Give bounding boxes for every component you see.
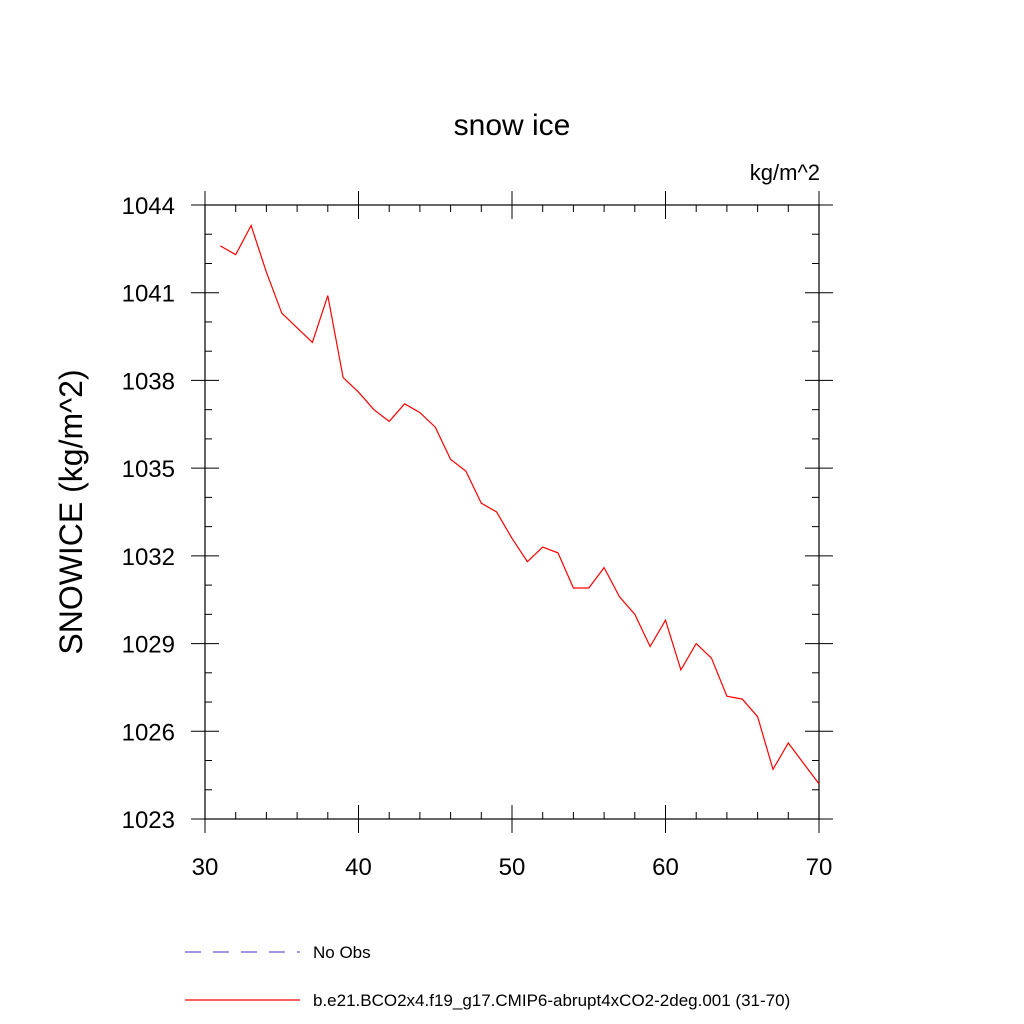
x-tick-label: 30 (192, 854, 219, 881)
x-tick-label: 40 (345, 854, 372, 881)
x-tick-label: 60 (652, 854, 679, 881)
x-tick-label: 70 (806, 854, 833, 881)
series-layer (220, 223, 820, 785)
chart-title: snow ice (454, 109, 571, 142)
y-tick-label: 1029 (122, 632, 175, 659)
y-tick-label: 1023 (122, 807, 175, 834)
units-label: kg/m^2 (750, 160, 820, 185)
y-tick-label: 1026 (122, 719, 175, 746)
legend: No Obs b.e21.BCO2x4.f19_g17.CMIP6-abrupt4… (185, 943, 790, 1010)
y-tick-label: 1038 (122, 368, 175, 395)
y-tick-label: 1035 (122, 456, 175, 483)
series-line-1 (220, 223, 820, 785)
y-tick-label: 1041 (122, 281, 175, 308)
legend-label-0: No Obs (313, 943, 371, 962)
plot-frame (204, 204, 820, 820)
y-axis-label: SNOWICE (kg/m^2) (53, 369, 89, 654)
y-tick-label: 1032 (122, 544, 175, 571)
x-tick-label: 50 (499, 854, 526, 881)
axis-ticks: 30 40 50 60 70 1023 1026 1029 1032 1035 1038 1041 10… (122, 191, 833, 881)
y-tick-label: 1044 (122, 193, 175, 220)
legend-label-1: b.e21.BCO2x4.f19_g17.CMIP6-abrupt4xCO2-2… (313, 991, 790, 1010)
